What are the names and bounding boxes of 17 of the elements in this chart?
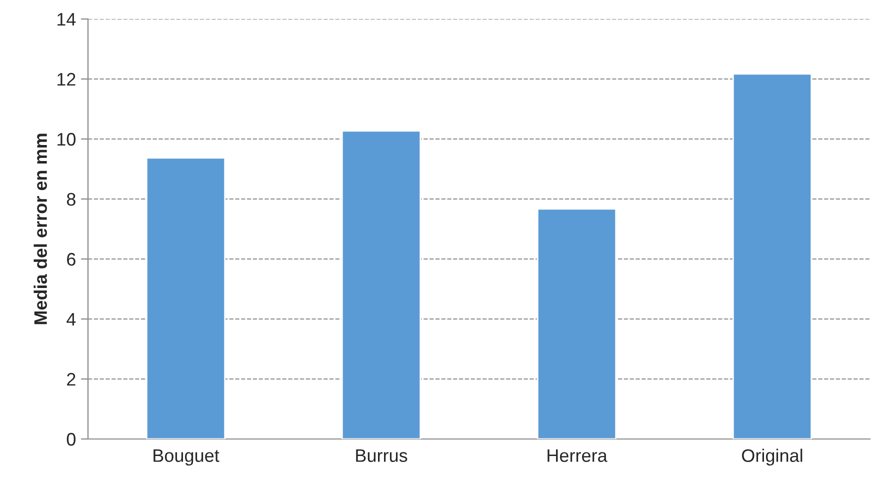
y-tick-label: 12 xyxy=(57,72,76,86)
bar xyxy=(732,73,812,439)
y-tick-label: 0 xyxy=(66,432,76,446)
x-tick-label: Herrera xyxy=(548,449,608,462)
bar xyxy=(341,130,422,439)
y-tick-label: 6 xyxy=(67,252,76,266)
bar xyxy=(536,208,617,439)
y-tick-label: 2 xyxy=(67,372,76,386)
bar xyxy=(146,157,226,439)
x-tick-label: Original xyxy=(742,448,802,466)
x-tick-label: Burrus xyxy=(356,449,408,462)
y-tick-label: 14 xyxy=(57,13,76,26)
y-tick-label: 8 xyxy=(66,192,76,206)
y-tick-label: 4 xyxy=(66,313,76,326)
x-tick-label: Bouguet xyxy=(154,449,220,466)
y-axis-title: Media del error en mm xyxy=(34,134,47,324)
y-tick-label: 10 xyxy=(57,132,76,146)
